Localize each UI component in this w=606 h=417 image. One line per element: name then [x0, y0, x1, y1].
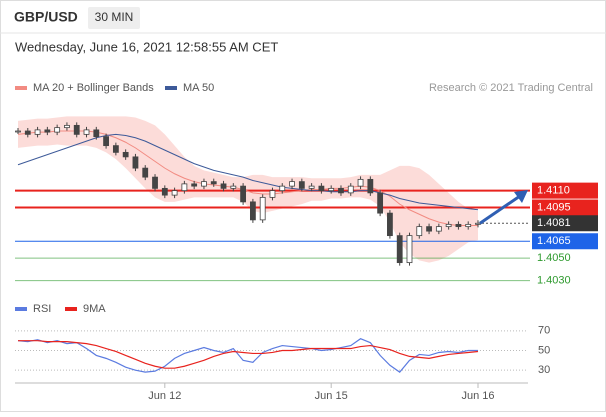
date: Wednesday, June 16, 2021 12:58:55 AM CET — [15, 39, 278, 54]
legend-swatch — [15, 307, 27, 311]
candle — [367, 178, 374, 194]
candle — [249, 201, 256, 221]
legend-label: MA 50 — [183, 82, 214, 94]
ma-line — [17, 133, 479, 211]
candle — [279, 185, 286, 192]
rsi-line — [18, 340, 479, 369]
candle — [308, 185, 315, 189]
candle — [269, 190, 276, 198]
rsi-line — [17, 338, 478, 373]
candle — [24, 130, 31, 135]
x-tick-label: Jun 12 — [148, 390, 181, 402]
candle — [445, 223, 452, 228]
forecast-arrowhead — [514, 190, 528, 203]
level-label: 1.4095 — [537, 201, 571, 213]
level-box — [532, 233, 598, 250]
y-tick-label: 70 — [538, 325, 550, 337]
x-tick-label: Jun 16 — [461, 390, 494, 402]
legend-swatch — [15, 86, 27, 90]
candle — [357, 178, 364, 187]
candle — [112, 145, 119, 153]
candle — [152, 176, 158, 189]
level-box — [532, 199, 598, 216]
candle — [347, 185, 354, 194]
candle — [64, 124, 70, 129]
candle — [142, 167, 149, 178]
candle — [161, 187, 168, 196]
candle — [103, 136, 109, 147]
candle — [15, 130, 21, 133]
candle — [298, 181, 305, 189]
level-box — [532, 215, 598, 232]
y-tick-label: 50 — [538, 344, 550, 356]
level-box — [532, 182, 598, 199]
level-label: 1.4050 — [537, 252, 571, 264]
x-tick-label: Jun 15 — [315, 390, 348, 402]
candle — [132, 156, 139, 169]
level-label: 1.4030 — [537, 275, 571, 287]
candle — [396, 235, 403, 264]
legend-label: MA 20 + Bollinger Bands — [33, 82, 154, 94]
candle — [338, 187, 344, 194]
legend-label: RSI — [33, 303, 51, 315]
candle — [73, 124, 80, 135]
candle — [54, 127, 61, 133]
candle — [201, 181, 207, 187]
candle — [426, 226, 432, 232]
candle — [387, 212, 393, 237]
candle — [328, 187, 335, 192]
candle — [475, 222, 481, 225]
candle — [34, 129, 41, 135]
candle — [210, 181, 217, 185]
credit: Research © 2021 Trading Central — [429, 82, 593, 94]
interval-badge — [88, 7, 140, 29]
candle — [230, 185, 237, 189]
candle — [289, 181, 295, 187]
candle — [318, 185, 325, 192]
forecast-arrow — [479, 194, 521, 225]
candle — [44, 129, 51, 133]
interval: 30 MIN — [95, 10, 134, 24]
level-label: 1.4110 — [537, 185, 570, 197]
candle — [455, 223, 462, 228]
candle — [181, 183, 188, 192]
candle — [240, 185, 247, 203]
bollinger-band — [18, 116, 478, 263]
candle — [435, 226, 442, 232]
candle — [377, 192, 384, 214]
symbol: GBP/USD — [14, 9, 78, 25]
candle — [122, 151, 129, 158]
level-label: 1.4081 — [537, 217, 571, 229]
candle — [171, 190, 178, 196]
candle — [93, 129, 100, 138]
candle — [406, 235, 413, 264]
y-tick-label: 30 — [538, 364, 550, 376]
candle — [220, 183, 227, 189]
candle — [191, 183, 198, 187]
level-label: 1.4065 — [537, 235, 571, 247]
candle — [465, 223, 472, 228]
candle — [83, 129, 90, 135]
legend-label: 9MA — [83, 303, 106, 315]
legend-swatch — [65, 307, 77, 311]
candle — [259, 196, 266, 221]
candle — [416, 226, 423, 237]
legend-swatch — [165, 86, 177, 90]
